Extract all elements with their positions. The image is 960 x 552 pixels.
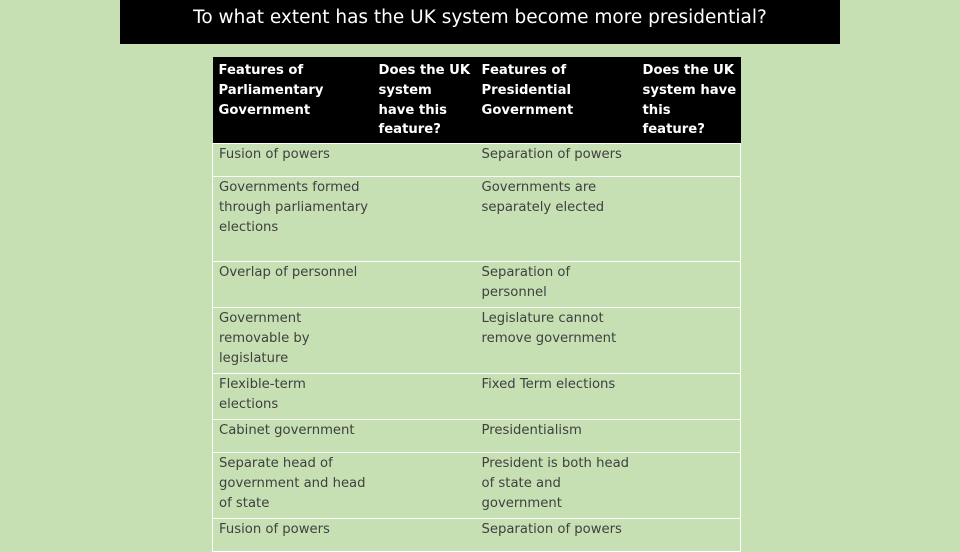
uk-presidential-cell[interactable] bbox=[636, 143, 741, 177]
uk-parliamentary-cell[interactable] bbox=[372, 176, 476, 262]
header-uk-presidential: Does the UK system have this feature? bbox=[636, 57, 741, 144]
slide-title: To what extent has the UK system become … bbox=[120, 0, 840, 44]
uk-presidential-cell[interactable] bbox=[636, 518, 741, 552]
table-header-row: Features of Parliamentary Government Doe… bbox=[212, 57, 741, 144]
table-row: Overlap of personnel Separation of perso… bbox=[212, 261, 741, 308]
presidential-feature-cell: Fixed Term elections bbox=[475, 373, 637, 420]
table-row: Governments formed through parliamentary… bbox=[212, 176, 741, 262]
uk-parliamentary-cell[interactable] bbox=[372, 518, 476, 552]
presidential-feature-cell: Governments are separately elected bbox=[475, 176, 637, 262]
uk-parliamentary-cell[interactable] bbox=[372, 452, 476, 519]
presidential-feature-cell: Presidentialism bbox=[475, 419, 637, 453]
presidential-feature-cell: Separation of powers bbox=[475, 143, 637, 177]
presidential-feature-cell: President is both head of state and gove… bbox=[475, 452, 637, 519]
table-row: Fusion of powers Separation of powers bbox=[212, 143, 741, 177]
header-uk-parliamentary: Does the UK system have this feature? bbox=[372, 57, 476, 144]
uk-parliamentary-cell[interactable] bbox=[372, 373, 476, 420]
uk-parliamentary-cell[interactable] bbox=[372, 307, 476, 374]
parliamentary-feature-cell: Government removable by legislature bbox=[212, 307, 373, 374]
table-row: Cabinet government Presidentialism bbox=[212, 419, 741, 453]
presidential-feature-cell: Separation of powers bbox=[475, 518, 637, 552]
uk-presidential-cell[interactable] bbox=[636, 452, 741, 519]
table-row: Government removable by legislature Legi… bbox=[212, 307, 741, 374]
parliamentary-feature-cell: Fusion of powers bbox=[212, 518, 373, 552]
parliamentary-feature-cell: Separate head of government and head of … bbox=[212, 452, 373, 519]
parliamentary-feature-cell: Governments formed through parliamentary… bbox=[212, 176, 373, 262]
uk-parliamentary-cell[interactable] bbox=[372, 143, 476, 177]
parliamentary-feature-cell: Flexible-term elections bbox=[212, 373, 373, 420]
parliamentary-feature-cell: Overlap of personnel bbox=[212, 261, 373, 308]
table-row: Separate head of government and head of … bbox=[212, 452, 741, 519]
header-parliamentary-features: Features of Parliamentary Government bbox=[212, 57, 373, 144]
parliamentary-feature-cell: Fusion of powers bbox=[212, 143, 373, 177]
uk-parliamentary-cell[interactable] bbox=[372, 261, 476, 308]
uk-presidential-cell[interactable] bbox=[636, 307, 741, 374]
uk-parliamentary-cell[interactable] bbox=[372, 419, 476, 453]
uk-presidential-cell[interactable] bbox=[636, 373, 741, 420]
parliamentary-feature-cell: Cabinet government bbox=[212, 419, 373, 453]
uk-presidential-cell[interactable] bbox=[636, 419, 741, 453]
presidential-feature-cell: Legislature cannot remove government bbox=[475, 307, 637, 374]
table-row: Flexible-term elections Fixed Term elect… bbox=[212, 373, 741, 420]
uk-presidential-cell[interactable] bbox=[636, 176, 741, 262]
uk-presidential-cell[interactable] bbox=[636, 261, 741, 308]
table-row: Fusion of powers Separation of powers bbox=[212, 518, 741, 552]
header-presidential-features: Features of Presidential Government bbox=[475, 57, 637, 144]
comparison-table: Features of Parliamentary Government Doe… bbox=[212, 57, 741, 552]
presidential-feature-cell: Separation of personnel bbox=[475, 261, 637, 308]
